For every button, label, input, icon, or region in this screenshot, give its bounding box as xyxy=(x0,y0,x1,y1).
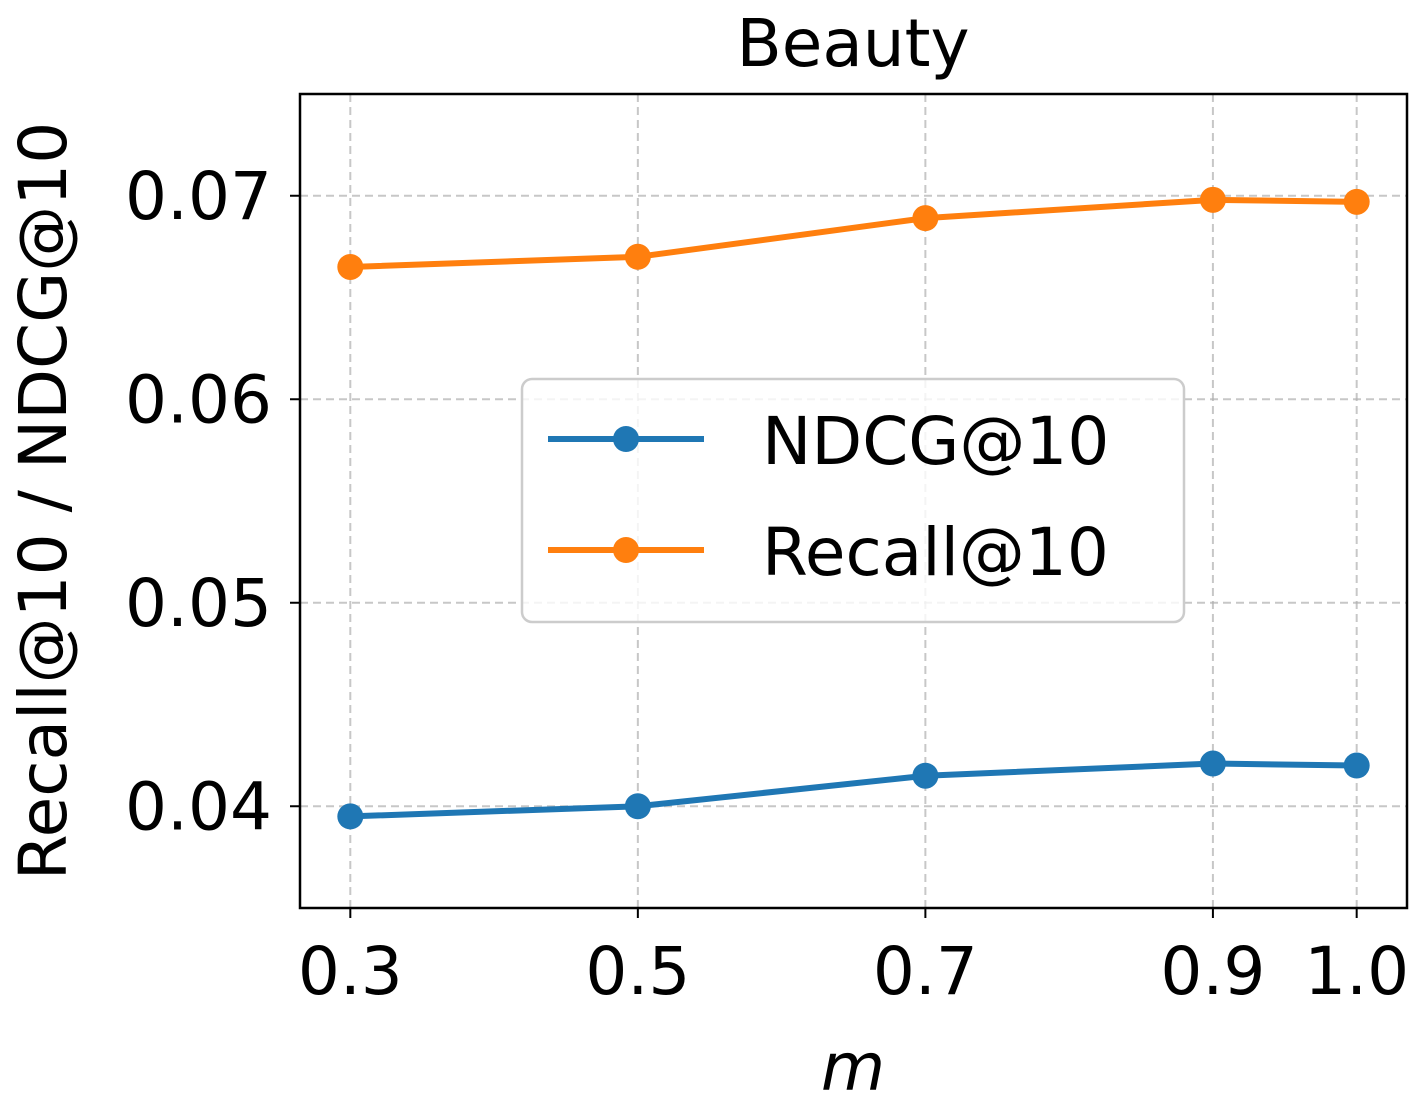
legend-marker-ndcg xyxy=(613,426,639,452)
y-tick-label: 0.07 xyxy=(125,158,272,235)
data-point-ndcg-10 xyxy=(624,793,651,820)
data-point-ndcg-10 xyxy=(337,803,364,830)
x-tick-label: 0.5 xyxy=(585,933,690,1010)
x-tick-label: 0.9 xyxy=(1160,933,1265,1010)
data-point-ndcg-10 xyxy=(1343,752,1370,779)
legend: NDCG@10 Recall@10 xyxy=(520,377,1186,624)
y-axis-label: Recall@10 / NDCG@10 xyxy=(5,122,82,880)
series-group xyxy=(337,186,1370,830)
x-tick-label: 1.0 xyxy=(1304,933,1409,1010)
y-tick-label: 0.05 xyxy=(125,565,272,642)
legend-marker-recall xyxy=(613,537,639,563)
data-point-recall-10 xyxy=(1343,188,1370,215)
x-tick-label: 0.3 xyxy=(298,933,403,1010)
data-point-recall-10 xyxy=(624,243,651,270)
x-axis-label: m xyxy=(821,1029,885,1094)
y-axis-ticks: 0.04 0.05 0.06 0.07 xyxy=(125,158,300,845)
x-tick-label: 0.7 xyxy=(873,933,978,1010)
data-point-ndcg-10 xyxy=(912,762,939,789)
plot-frame xyxy=(298,92,1409,910)
data-point-recall-10 xyxy=(337,253,364,280)
data-point-ndcg-10 xyxy=(1199,750,1226,777)
chart-title: Beauty xyxy=(736,5,969,82)
data-point-recall-10 xyxy=(912,205,939,232)
data-point-recall-10 xyxy=(1199,186,1226,213)
legend-label-recall: Recall@10 xyxy=(762,514,1109,591)
y-tick-label: 0.06 xyxy=(125,361,272,438)
legend-label-ndcg: NDCG@10 xyxy=(762,403,1109,480)
y-tick-label: 0.04 xyxy=(125,768,272,845)
x-axis-ticks: 0.3 0.5 0.7 0.9 1.0 xyxy=(298,908,1409,1010)
